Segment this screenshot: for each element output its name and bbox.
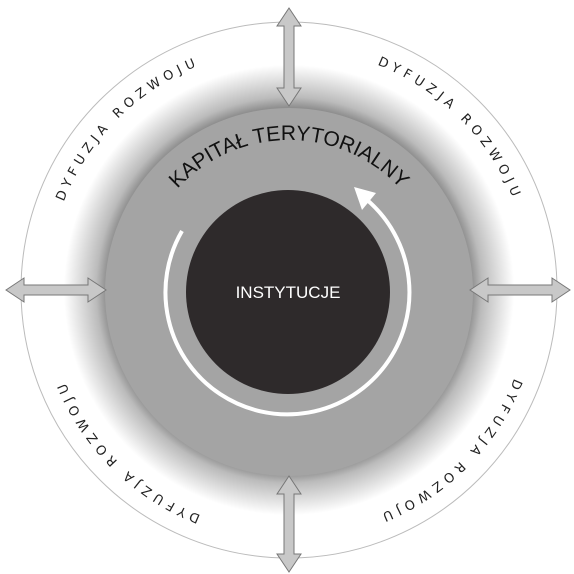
arrow-bottom — [276, 475, 302, 573]
arrow-right — [469, 277, 571, 303]
arrow-top — [276, 7, 302, 107]
cycle-arrow — [163, 197, 412, 417]
institutions-circle — [186, 190, 390, 394]
cycle-arrow-head — [354, 187, 376, 210]
arrow-left — [5, 277, 107, 303]
center-label: INSTYTUCJE — [236, 283, 341, 302]
